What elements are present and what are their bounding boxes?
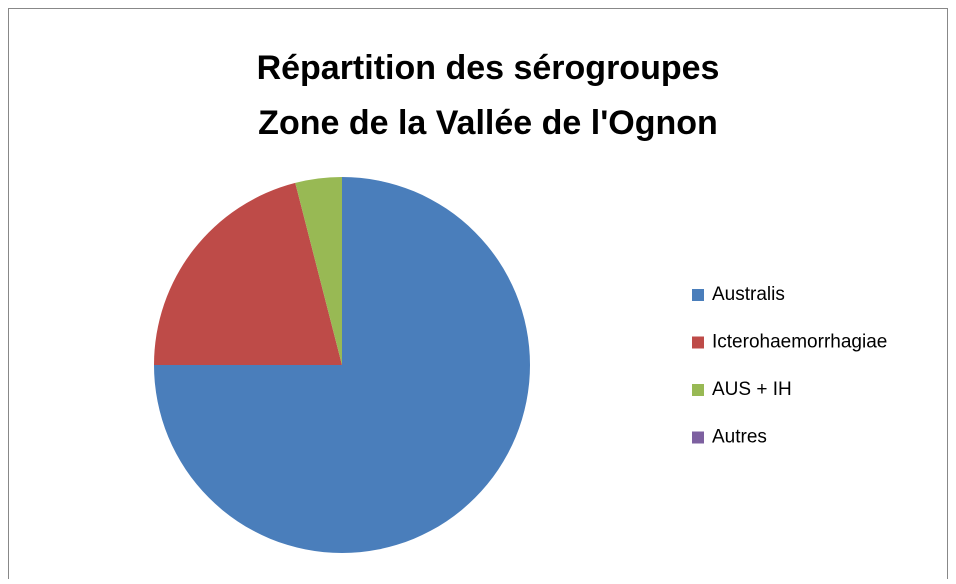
legend-swatch — [692, 384, 704, 396]
chart-title: Zone de la Vallée de l'Ognon — [258, 104, 718, 142]
pie-slice — [154, 182, 342, 365]
legend-label: Autres — [712, 427, 767, 448]
legend-swatch — [692, 336, 704, 349]
legend-label: Australis — [712, 284, 785, 305]
legend-swatch — [692, 431, 704, 444]
legend-swatch — [692, 289, 704, 301]
legend-label: Icterohaemorrhagiae — [712, 332, 887, 353]
chart-title: Répartition des sérogroupes — [257, 49, 720, 87]
pie-slice — [295, 177, 342, 365]
legend-label: AUS + IH — [712, 379, 792, 400]
